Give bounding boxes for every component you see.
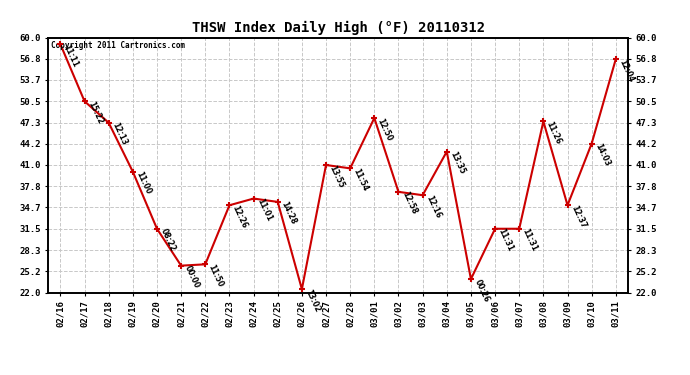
Text: 11:26: 11:26	[545, 120, 563, 146]
Text: 12:26: 12:26	[231, 204, 249, 230]
Text: 11:11: 11:11	[62, 43, 80, 69]
Text: 13:02: 13:02	[304, 288, 322, 314]
Text: Copyright 2011 Cartronics.com: Copyright 2011 Cartronics.com	[51, 41, 186, 50]
Text: 11:31: 11:31	[497, 227, 515, 253]
Text: 11:50: 11:50	[207, 263, 225, 288]
Text: 11:01: 11:01	[255, 197, 273, 223]
Text: 14:28: 14:28	[279, 201, 297, 226]
Text: 15:22: 15:22	[86, 100, 104, 125]
Text: 13:35: 13:35	[448, 150, 466, 176]
Text: 00:26: 00:26	[473, 278, 491, 303]
Text: 12:13: 12:13	[110, 122, 128, 147]
Text: 12:16: 12:16	[424, 194, 442, 219]
Text: 08:22: 08:22	[159, 227, 177, 253]
Text: 11:54: 11:54	[352, 167, 370, 192]
Text: 13:55: 13:55	[328, 164, 346, 189]
Title: THSW Index Daily High (°F) 20110312: THSW Index Daily High (°F) 20110312	[192, 21, 484, 35]
Text: 12:04: 12:04	[618, 58, 635, 83]
Text: 12:37: 12:37	[569, 204, 587, 230]
Text: 12:58: 12:58	[400, 190, 418, 216]
Text: 11:31: 11:31	[521, 227, 539, 253]
Text: 00:00: 00:00	[183, 264, 201, 290]
Text: 11:00: 11:00	[135, 170, 152, 196]
Text: 14:03: 14:03	[593, 142, 611, 168]
Text: 12:50: 12:50	[376, 117, 394, 142]
